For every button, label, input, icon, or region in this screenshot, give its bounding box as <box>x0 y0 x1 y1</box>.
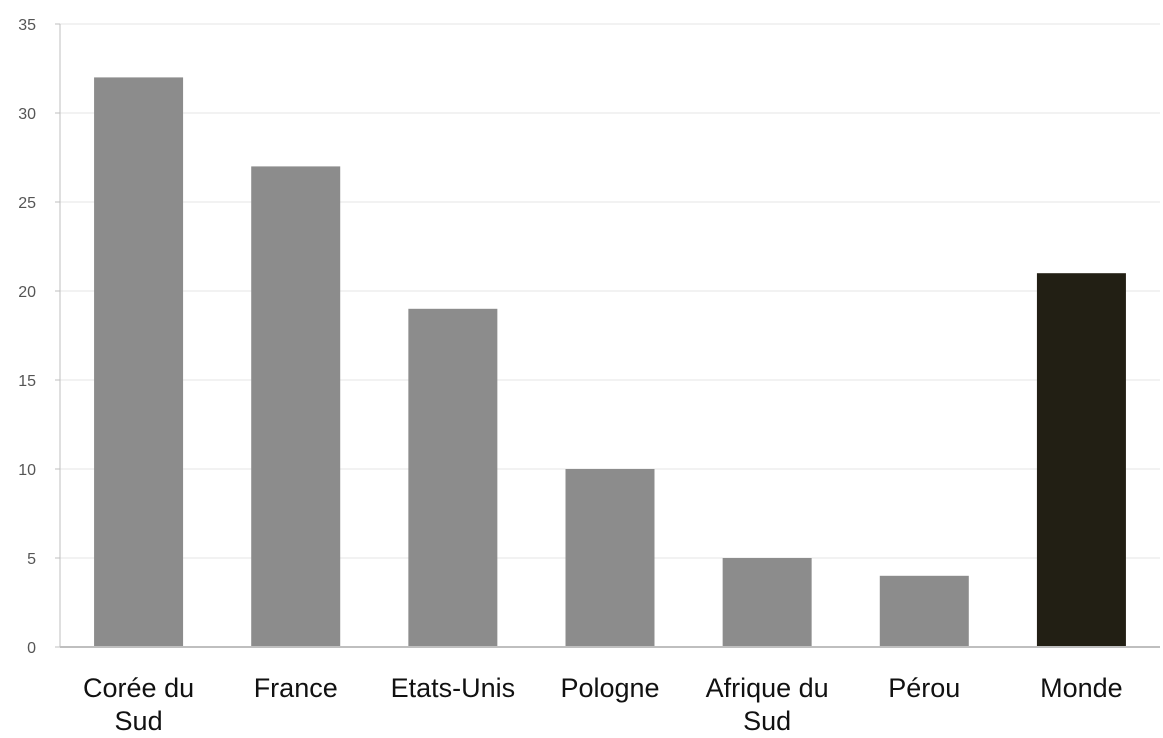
y-tick-label: 30 <box>18 106 36 123</box>
x-tick-label: Afrique du <box>706 673 829 703</box>
y-tick-label: 15 <box>18 373 36 390</box>
y-tick-label: 5 <box>27 551 36 568</box>
bar <box>879 575 969 647</box>
bar <box>1036 273 1126 647</box>
x-tick-label: Etats-Unis <box>391 673 516 703</box>
y-tick-label: 35 <box>18 17 36 34</box>
x-tick-label: Pologne <box>560 673 659 703</box>
x-tick-label: Sud <box>115 706 163 736</box>
x-tick-label: Pérou <box>888 673 960 703</box>
gridlines <box>60 23 1160 559</box>
y-tick-label: 10 <box>18 462 36 479</box>
axes <box>59 24 1160 648</box>
x-tick-label: Sud <box>743 706 791 736</box>
y-tick-label: 25 <box>18 195 36 212</box>
bars <box>94 77 1126 647</box>
x-tick-label: France <box>254 673 338 703</box>
x-tick-label: Corée du <box>83 673 194 703</box>
bar <box>94 77 184 647</box>
y-tick-label: 0 <box>27 640 36 657</box>
bar <box>251 166 341 647</box>
x-tick-label: Monde <box>1040 673 1123 703</box>
bar <box>722 558 812 647</box>
bar <box>565 469 655 647</box>
y-tick-label: 20 <box>18 284 36 301</box>
bar <box>408 308 498 647</box>
y-axis-ticks: 0 5 10 15 20 25 30 35 <box>18 17 60 657</box>
